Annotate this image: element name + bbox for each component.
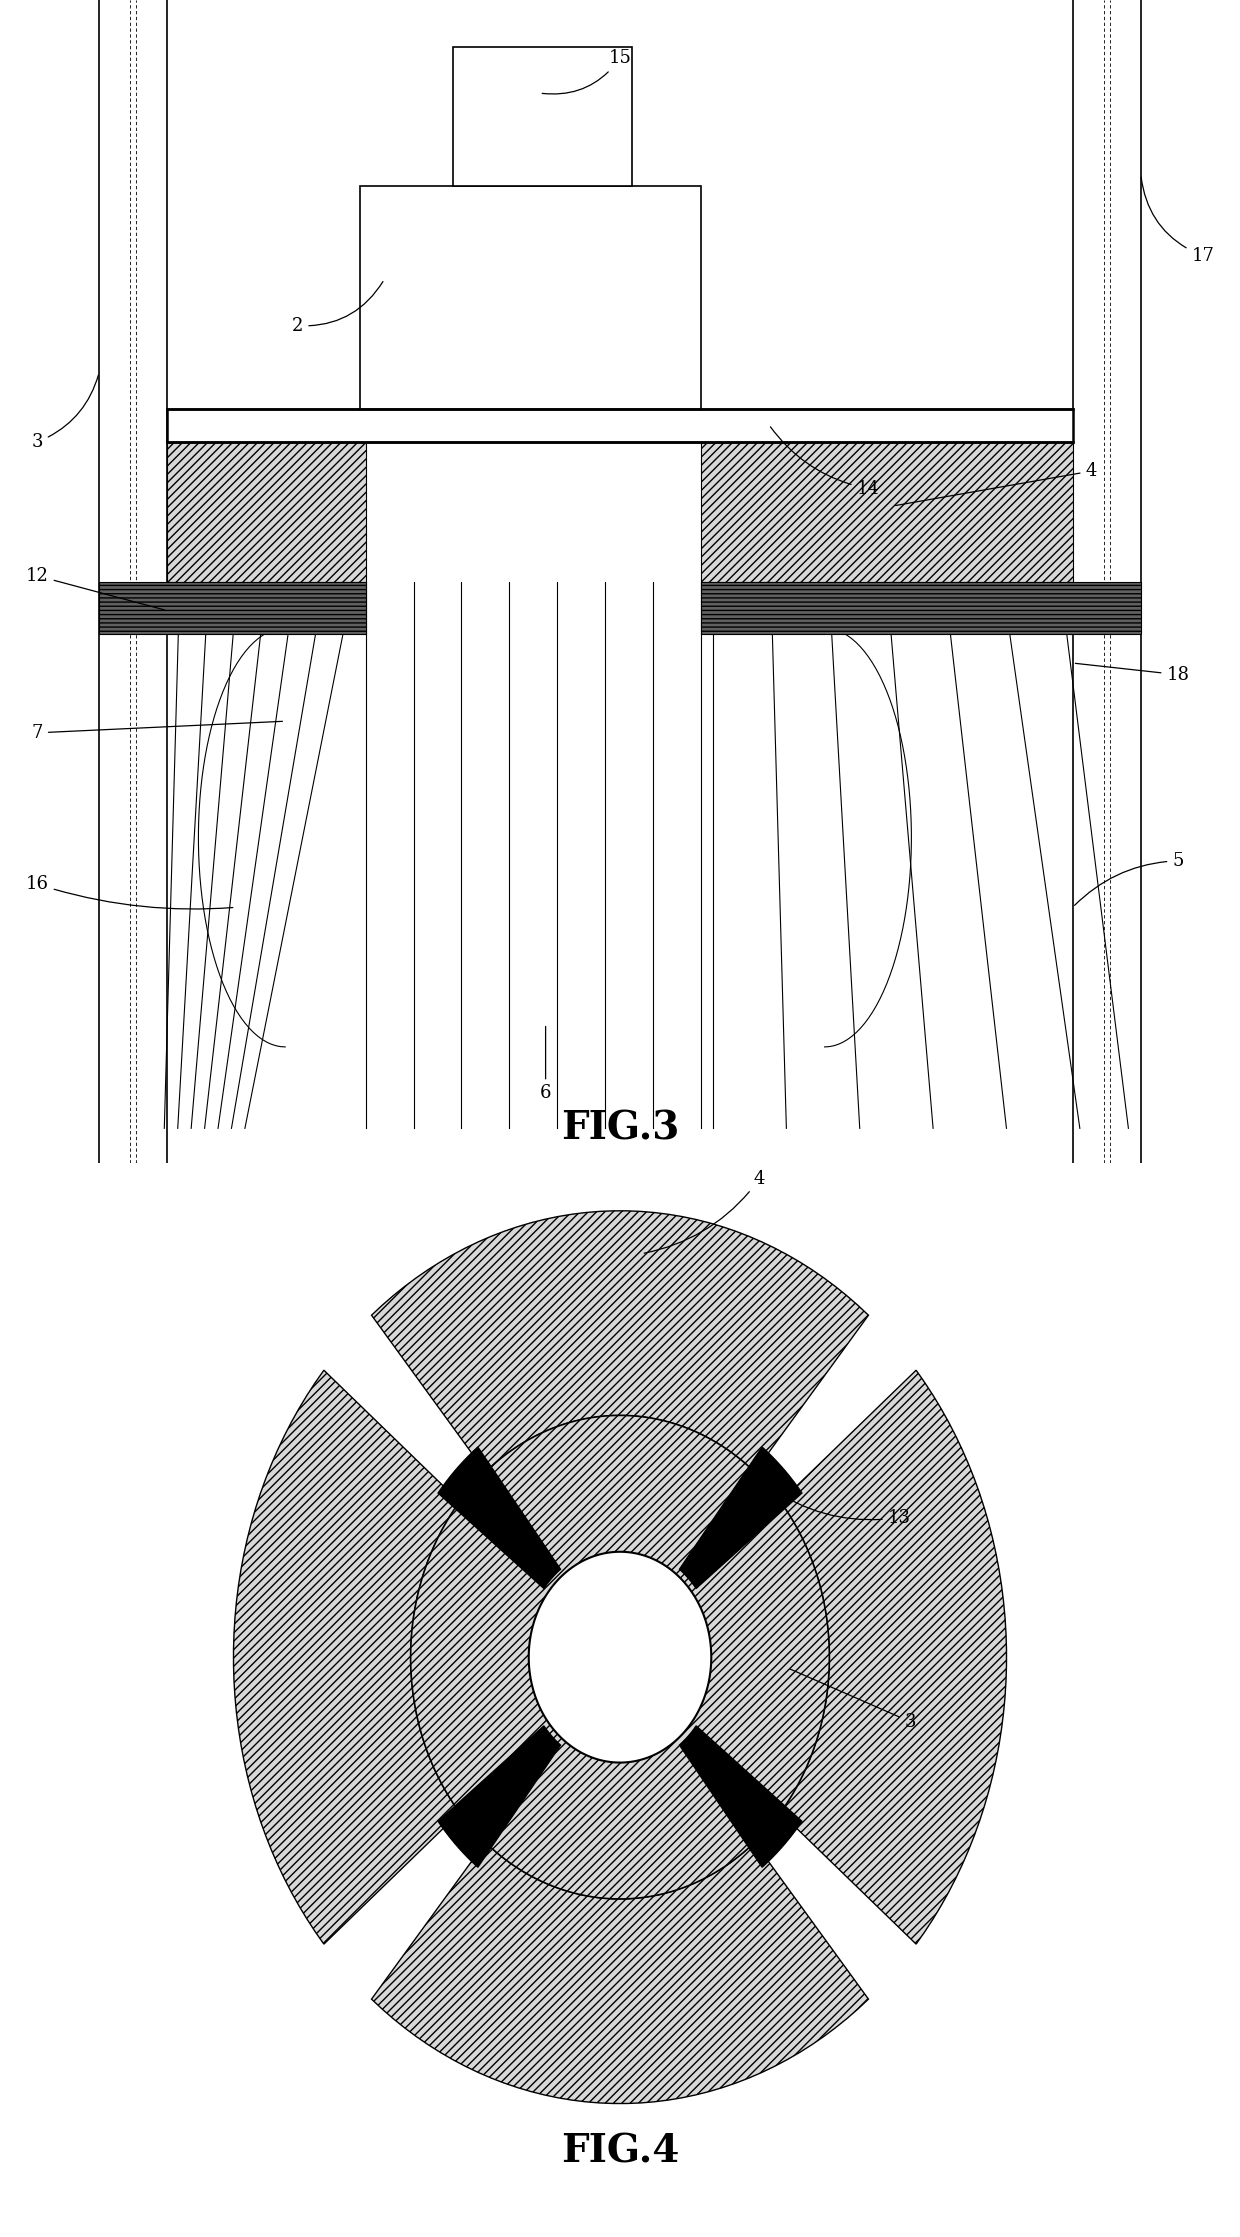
- Text: 6: 6: [539, 1027, 552, 1103]
- Text: 12: 12: [26, 566, 165, 611]
- Text: 15: 15: [542, 49, 631, 94]
- Bar: [701, 582, 1141, 633]
- Bar: [167, 409, 1073, 443]
- Text: FIG.4: FIG.4: [560, 2132, 680, 2170]
- Polygon shape: [680, 1447, 802, 1588]
- Polygon shape: [438, 1727, 560, 1868]
- Text: 18: 18: [1075, 664, 1189, 685]
- Bar: [360, 186, 701, 409]
- Text: 4: 4: [645, 1170, 765, 1253]
- Polygon shape: [372, 1210, 868, 1472]
- Text: 7: 7: [31, 720, 283, 743]
- Bar: [99, 582, 366, 633]
- Polygon shape: [528, 1552, 712, 1763]
- Polygon shape: [410, 1416, 830, 1899]
- Polygon shape: [780, 1371, 1007, 1944]
- Polygon shape: [680, 1727, 802, 1868]
- Text: 4: 4: [895, 463, 1097, 506]
- Text: 3: 3: [790, 1669, 915, 1731]
- Bar: [701, 443, 1073, 582]
- Bar: [453, 47, 632, 186]
- Text: 17: 17: [1141, 177, 1214, 264]
- Text: 13: 13: [770, 1488, 910, 1526]
- Polygon shape: [233, 1371, 460, 1944]
- Polygon shape: [372, 1843, 868, 2103]
- Bar: [167, 443, 366, 582]
- Text: 16: 16: [26, 875, 233, 908]
- Text: 2: 2: [291, 282, 383, 336]
- Text: 14: 14: [770, 427, 879, 497]
- Polygon shape: [438, 1447, 560, 1588]
- Text: FIG.3: FIG.3: [560, 1110, 680, 1148]
- Text: 3: 3: [31, 376, 98, 452]
- Text: 5: 5: [1075, 852, 1184, 906]
